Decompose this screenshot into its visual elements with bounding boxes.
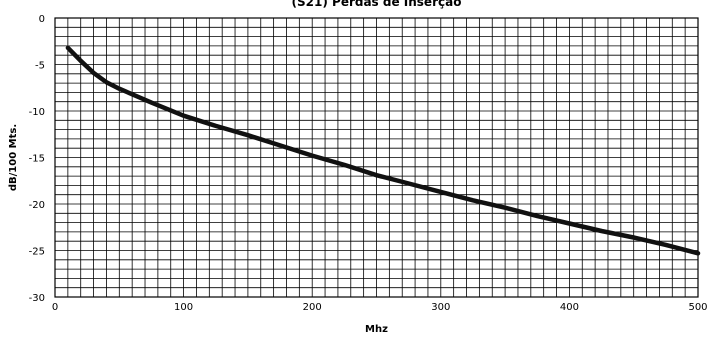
y-tick-label: -5: [35, 61, 45, 72]
series-line: [65, 45, 701, 256]
y-tick-label: -15: [29, 154, 45, 165]
grid: [55, 18, 698, 297]
y-tick-label: -20: [29, 200, 45, 211]
y-tick-label: 0: [39, 14, 45, 25]
x-tick-label: 300: [431, 302, 450, 313]
y-tick-label: -30: [29, 293, 45, 304]
series-layer: [65, 45, 701, 256]
x-tick-label: 200: [303, 302, 322, 313]
y-axis-label: dB/100 Mts.: [8, 124, 19, 191]
x-tick-labels: 0 100 200 300 400 500: [52, 302, 708, 313]
x-tick-label: 100: [174, 302, 193, 313]
x-tick-label: 500: [688, 302, 707, 313]
y-tick-label: -25: [29, 247, 45, 258]
y-tick-labels: 0 -5 -10 -15 -20 -25 -30: [29, 14, 45, 304]
x-tick-label: 0: [52, 302, 58, 313]
y-tick-label: -10: [29, 107, 45, 118]
chart-title: (S21) Perdas de Inserção: [292, 0, 462, 9]
x-axis-label: Mhz: [365, 324, 388, 335]
x-tick-label: 400: [560, 302, 579, 313]
plot-frame: [54, 17, 699, 298]
